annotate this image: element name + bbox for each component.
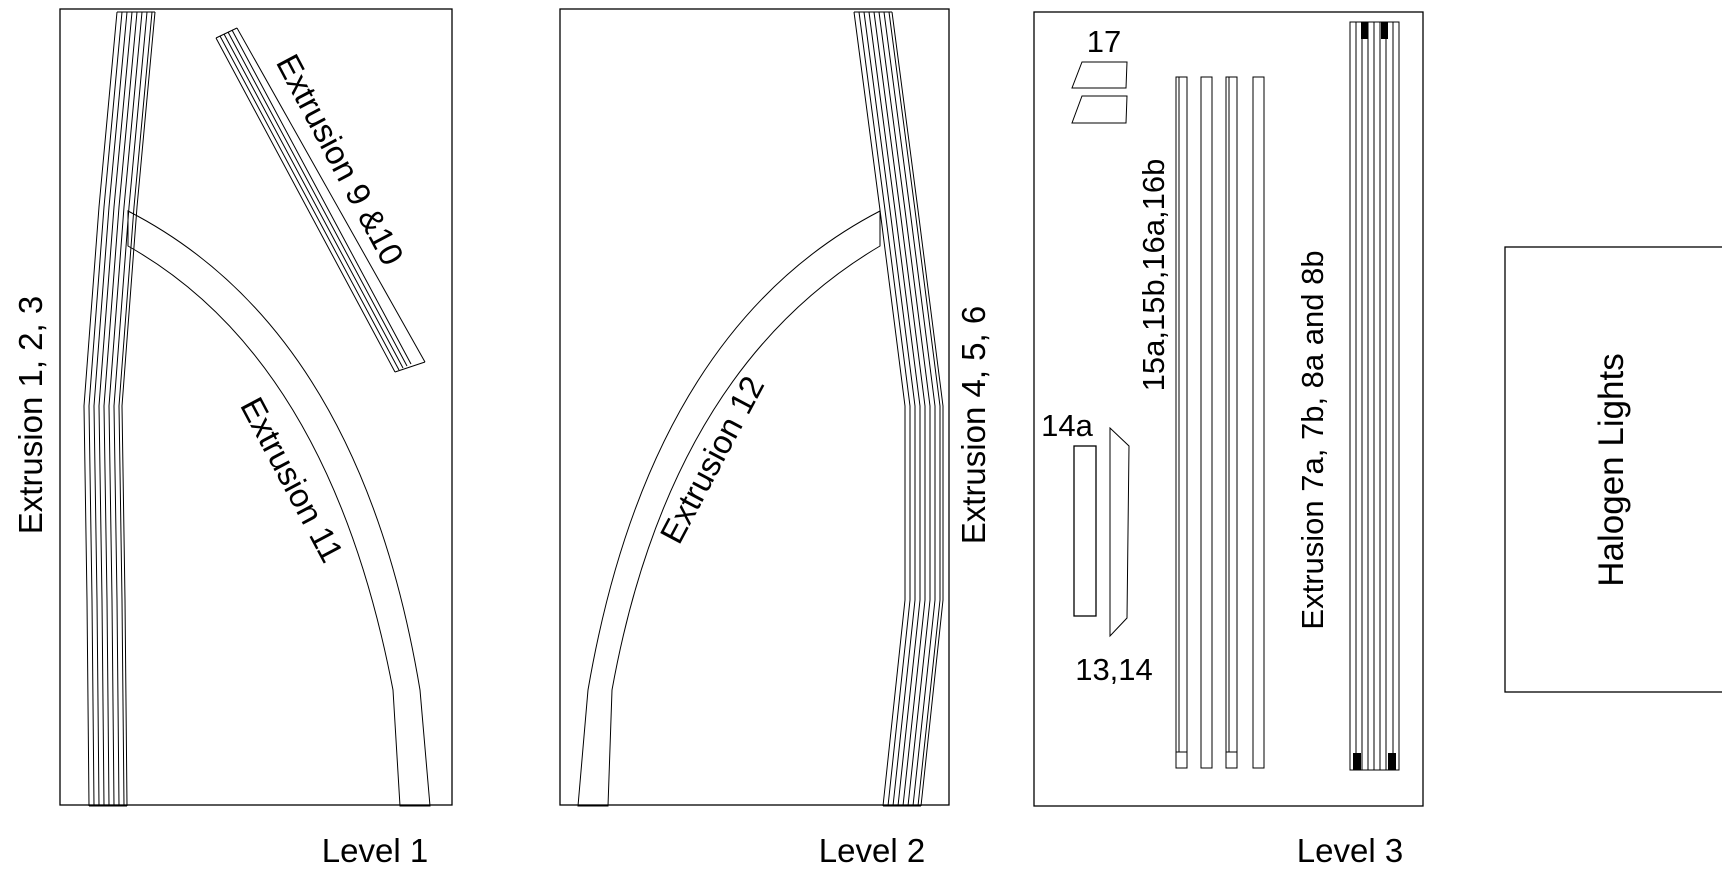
label-part-13-14: 13,14 [1075,652,1153,687]
extrusion-12-curve [577,210,881,807]
part-17-pieces [1071,61,1128,124]
label-extrusion-9-10: Extrusion 9 &10 [269,48,411,271]
extrusion-9-10-bar [215,27,426,373]
level-1-title: Level 1 [322,832,428,869]
extrusion-11-curve [127,210,431,807]
level-2-panel: Extrusion 12 Extrusion 4, 5, 6 Level 2 [559,8,992,869]
extrusion-4-5-6-stack [853,11,944,807]
label-halogen-lights: Halogen Lights [1592,353,1631,587]
label-part-14a: 14a [1041,408,1093,443]
level-2-title: Level 2 [819,832,925,869]
label-extrusions-7-8: Extrusion 7a, 7b, 8a and 8b [1295,250,1330,629]
part-13-14-shape [1109,426,1130,638]
part-14a-rect [1073,445,1097,617]
level-2-border [559,8,950,806]
extrusion-1-2-3-stack [83,11,156,807]
halogen-lights-box [1504,246,1722,693]
level-3-panel: 17 14a 13,14 15a,15b,16a,16b [1033,11,1424,869]
label-extrusions-15-16: 15a,15b,16a,16b [1136,159,1171,392]
label-part-17: 17 [1087,24,1121,59]
level-1-panel: Extrusion 1, 2, 3 Extrusion 9 &10 Extrus… [12,8,453,869]
label-extrusion-12: Extrusion 12 [652,370,771,549]
label-extrusion-1-2-3: Extrusion 1, 2, 3 [12,296,49,534]
extrusions-7-8-end-caps [1353,22,1396,770]
level-3-title: Level 3 [1297,832,1403,869]
label-extrusion-4-5-6: Extrusion 4, 5, 6 [955,306,992,544]
level-1-border [59,8,453,806]
extrusions-7-8-stack [1349,21,1400,771]
halogen-lights-panel: Halogen Lights [1504,246,1722,693]
extrusions-15-16-bars [1175,76,1265,769]
level-3-border [1033,11,1424,807]
label-extrusion-11: Extrusion 11 [233,391,351,568]
